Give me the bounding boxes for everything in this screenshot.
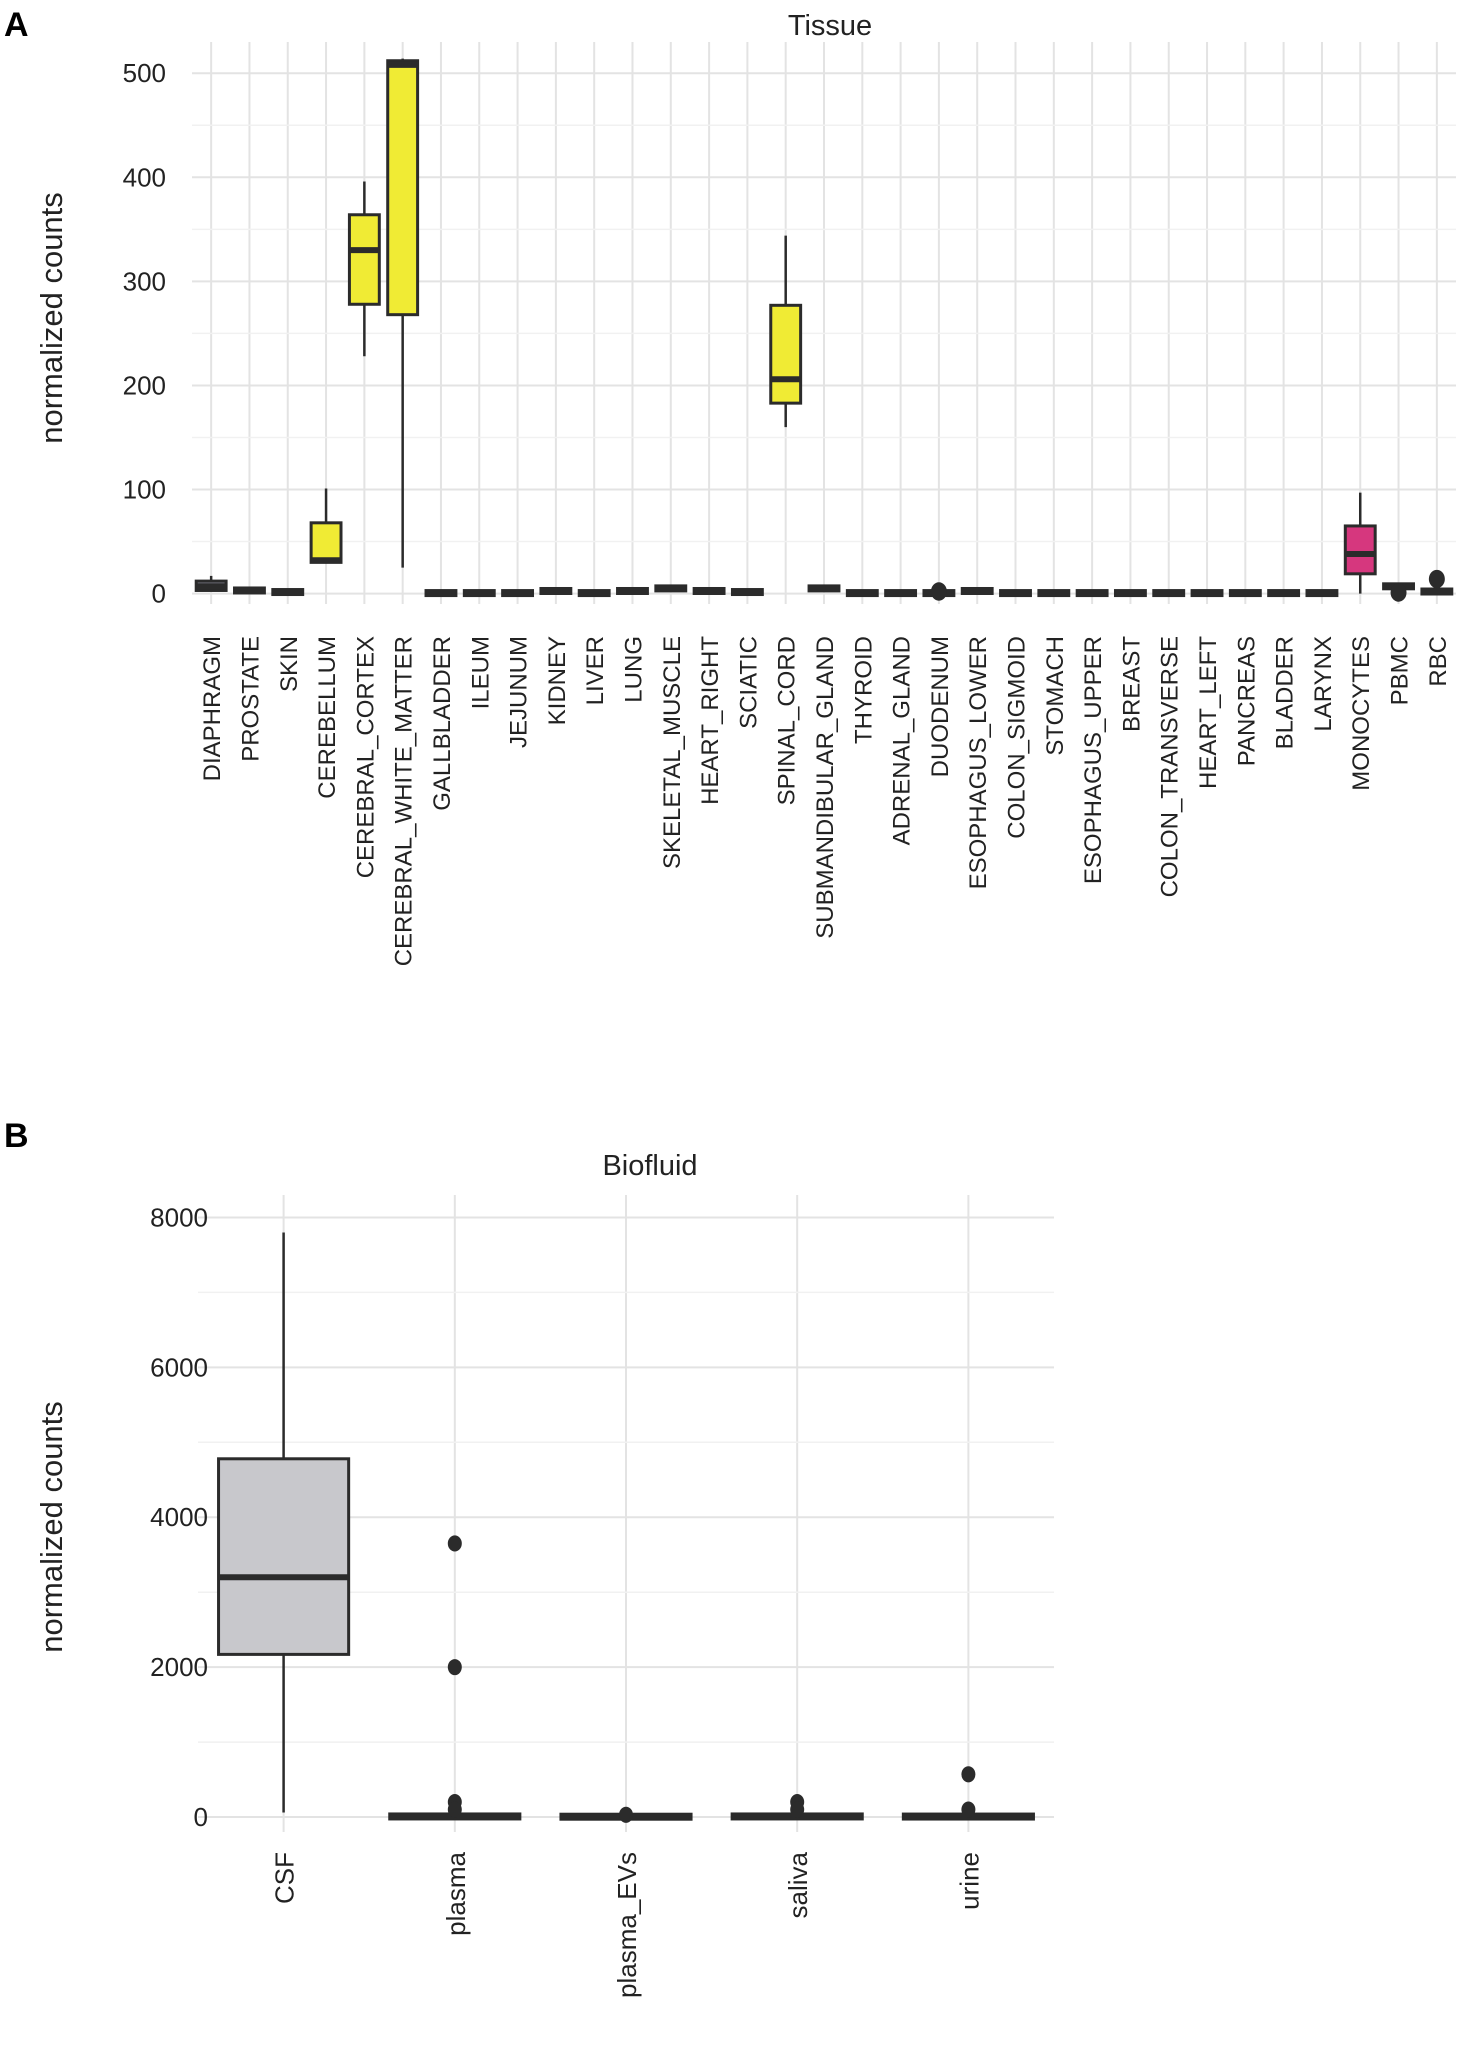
y-tick-label-2000: 2000 <box>150 1652 208 1682</box>
x-tick-label-stomach: STOMACH <box>1042 636 1069 756</box>
y-tick-label-500: 500 <box>123 58 166 88</box>
y-tick-label-4000: 4000 <box>150 1502 208 1532</box>
tissue-y-ticks: 0 100 200 300 400 500 <box>123 58 166 608</box>
box-cerebellum <box>309 521 343 564</box>
x-tick-label-cerebral-cortex: CEREBRAL_CORTEX <box>352 636 379 878</box>
box-monocytes <box>1343 524 1377 576</box>
x-tick-label-sciatic: SCIATIC <box>735 636 762 729</box>
x-tick-label-skin: SKIN <box>276 636 303 692</box>
biofluid-y-axis-title: normalized counts <box>34 1401 69 1653</box>
x-tick-label-cerebellum: CEREBELLUM <box>314 636 341 799</box>
x-tick-label-jejunum: JEJUNUM <box>506 636 533 748</box>
outlier-plasma-3 <box>447 1801 462 1818</box>
y-tick-label-200: 200 <box>123 370 166 400</box>
outlier-urine-0 <box>961 1766 976 1783</box>
x-tick-label-skeletal-muscle: SKELETAL_MUSCLE <box>659 636 686 869</box>
tissue-gridlines <box>192 42 1456 604</box>
biofluid-gridlines <box>198 1195 1054 1832</box>
x-tick-label-kidney: KIDNEY <box>544 636 571 725</box>
x-tick-label-heart-right: HEART_RIGHT <box>697 636 724 805</box>
x-tick-label-gallbladder: GALLBLADDER <box>429 636 456 811</box>
x-tick-label-adrenal-gland: ADRENAL_GLAND <box>889 636 916 845</box>
biofluid-x-labels: CSF plasma plasma_EVs saliva urine <box>270 1851 985 1997</box>
tissue-boxes <box>194 58 1454 602</box>
x-tick-label-colon-transverse: COLON_TRANSVERSE <box>1157 636 1184 897</box>
x-tick-label-esophagus-upper: ESOPHAGUS_UPPER <box>1080 636 1107 884</box>
x-tick-label-colon-sigmoid: COLON_SIGMOID <box>1004 636 1031 839</box>
x-tick-label-urine: urine <box>954 1852 984 1910</box>
x-tick-label-spinal-cord: SPINAL_CORD <box>774 636 801 805</box>
panel-label-a: A <box>4 6 29 44</box>
x-tick-label-rbc: RBC <box>1425 636 1452 687</box>
x-tick-label-plasma: plasma <box>441 1851 471 1935</box>
x-tick-label-csf: CSF <box>270 1852 300 1904</box>
x-tick-label-thyroid: THYROID <box>850 636 877 744</box>
x-tick-label-lung: LUNG <box>620 636 647 703</box>
x-tick-label-bladder: BLADDER <box>1272 636 1299 749</box>
biofluid-chart-title: Biofluid <box>602 1150 697 1182</box>
x-tick-label-liver: LIVER <box>582 636 609 705</box>
biofluid-boxplot: 0 2000 4000 6000 8000 CSF plasma plasma_EVs sal… <box>150 1195 1054 1998</box>
x-tick-label-heart-left: HEART_LEFT <box>1195 636 1222 789</box>
y-tick-label-0: 0 <box>152 579 166 609</box>
x-tick-label-submandibular-gland: SUBMANDIBULAR_GLAND <box>812 636 839 939</box>
x-tick-label-cerebral-white-matter: CEREBRAL_WHITE_MATTER <box>391 636 418 966</box>
x-tick-label-esophagus-lower: ESOPHAGUS_LOWER <box>965 636 992 889</box>
tissue-y-axis-title: normalized counts <box>34 192 69 444</box>
box-csf <box>217 1457 351 1656</box>
outlier-plasma-0 <box>447 1535 462 1552</box>
y-tick-label-0: 0 <box>194 1802 208 1832</box>
x-tick-label-diaphragm: DIAPHRAGM <box>199 636 226 781</box>
x-tick-label-ileum: ILEUM <box>467 636 494 709</box>
x-tick-label-plasma-evs: plasma_EVs <box>612 1852 642 1998</box>
outlier-rbc-0 <box>1428 569 1445 589</box>
x-tick-label-breast: BREAST <box>1118 636 1145 732</box>
y-tick-label-400: 400 <box>123 162 166 192</box>
tissue-chart-title: Tissue <box>788 10 872 42</box>
y-tick-label-8000: 8000 <box>150 1202 208 1232</box>
outlier-plasma-1 <box>447 1659 462 1676</box>
y-tick-label-6000: 6000 <box>150 1352 208 1382</box>
panel-label-b: B <box>4 1117 29 1155</box>
x-tick-label-pancreas: PANCREAS <box>1233 636 1260 766</box>
outlier-saliva-1 <box>790 1801 805 1818</box>
outlier-plasma-evs-0 <box>619 1806 633 1823</box>
x-tick-label-monocytes: MONOCYTES <box>1348 636 1375 791</box>
box-cerebral-cortex <box>347 213 381 306</box>
x-tick-label-pbmc: PBMC <box>1387 636 1414 705</box>
outlier-urine-1 <box>961 1801 976 1818</box>
box-spinal-cord <box>769 303 803 405</box>
biofluid-y-ticks: 0 2000 4000 6000 8000 <box>150 1202 208 1832</box>
box-cerebral-white-matter <box>386 59 420 317</box>
x-tick-label-prostate: PROSTATE <box>237 636 264 762</box>
y-tick-label-300: 300 <box>123 266 166 296</box>
biofluid-boxes <box>217 1232 1035 1823</box>
outlier-pbmc-0 <box>1390 583 1407 602</box>
y-tick-label-100: 100 <box>123 475 166 505</box>
tissue-boxplot: 0 100 200 300 400 500 DIAPHRAGM PROSTATE SKIN CE… <box>123 42 1456 966</box>
x-tick-label-saliva: saliva <box>783 1851 813 1918</box>
outlier-duodenum-0 <box>930 582 947 601</box>
tissue-x-labels: DIAPHRAGM PROSTATE SKIN CEREBELLUM CEREBRAL_… <box>199 636 1452 967</box>
x-tick-label-duodenum: DUODENUM <box>927 636 954 777</box>
x-tick-label-larynx: LARYNX <box>1310 636 1337 732</box>
